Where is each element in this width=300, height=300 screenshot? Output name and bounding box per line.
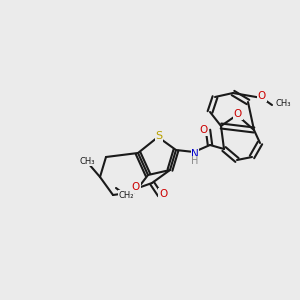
- Text: O: O: [200, 125, 208, 135]
- Text: O: O: [234, 109, 242, 119]
- Text: CH₃: CH₃: [79, 157, 95, 166]
- Text: S: S: [155, 131, 163, 141]
- Text: N: N: [191, 149, 199, 159]
- Text: CH₃: CH₃: [275, 100, 290, 109]
- Text: CH₂: CH₂: [118, 190, 134, 200]
- Text: O: O: [132, 182, 140, 192]
- Text: H: H: [191, 156, 199, 166]
- Text: O: O: [159, 189, 167, 199]
- Text: O: O: [258, 91, 266, 101]
